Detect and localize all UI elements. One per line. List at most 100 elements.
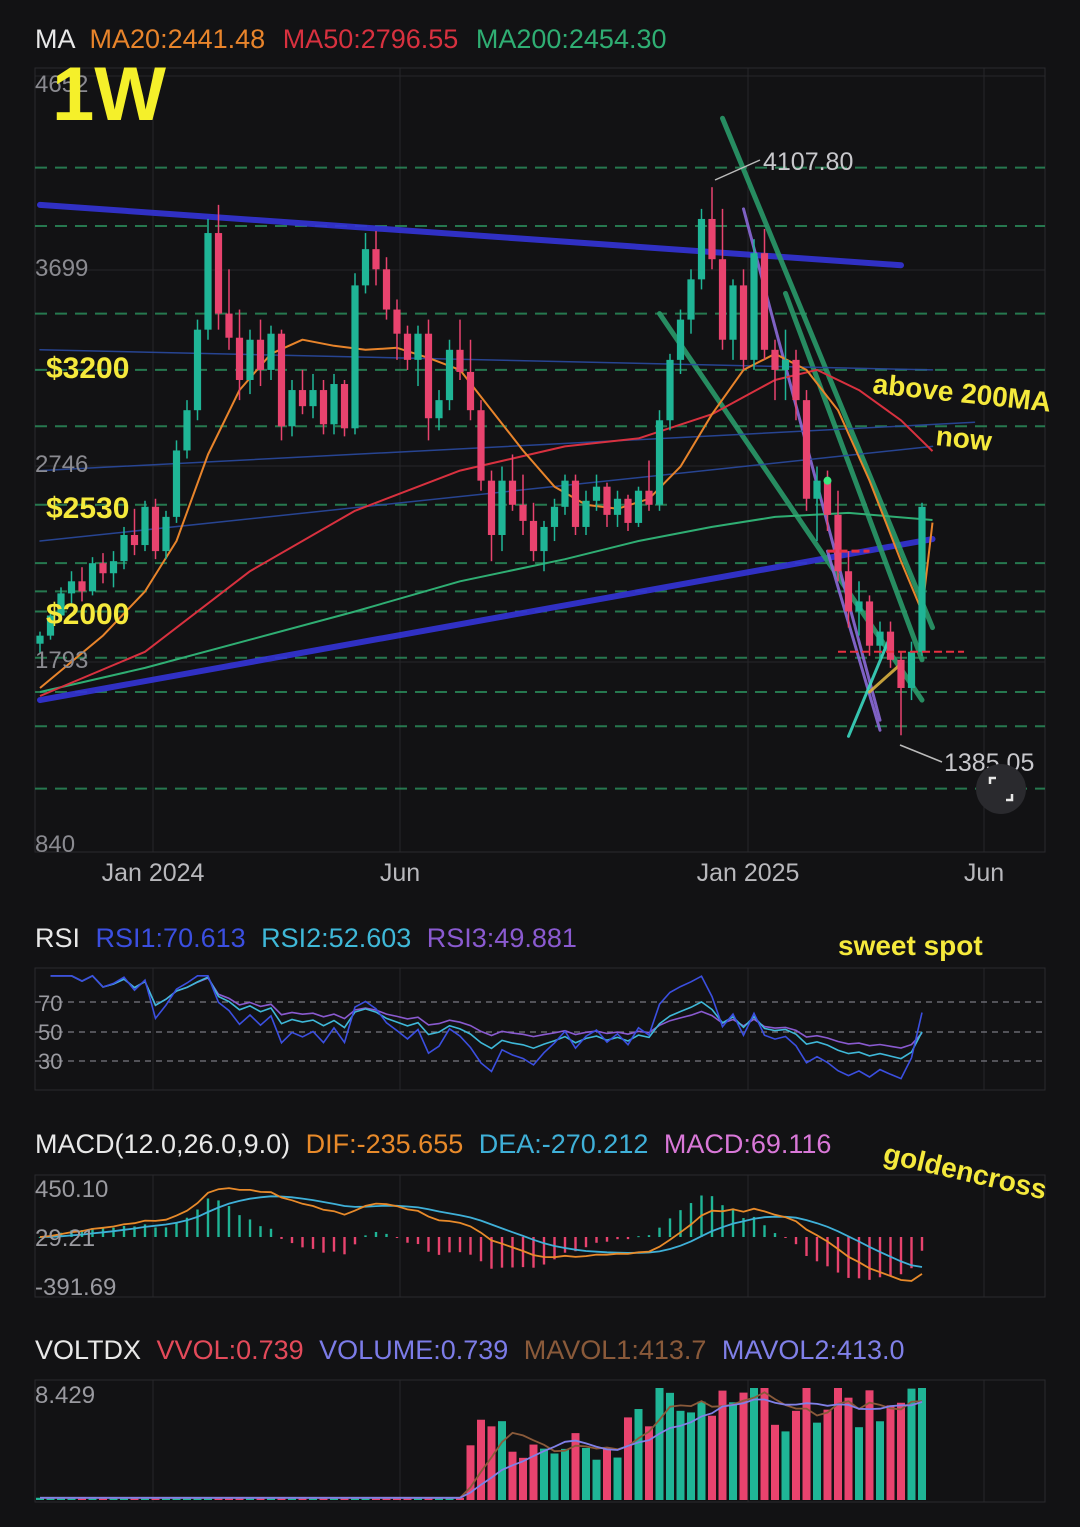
macd-bar	[794, 1237, 798, 1245]
macd-bar	[668, 1218, 672, 1237]
trendline-trend	[720, 115, 935, 631]
volume-bar	[99, 1497, 107, 1500]
macd-tick-label: 29.21	[35, 1225, 95, 1252]
macd-bar	[448, 1237, 451, 1253]
candle-body	[46, 615, 55, 636]
macd-bar	[532, 1237, 535, 1268]
macd-bar	[343, 1237, 346, 1255]
ma200-line	[39, 511, 933, 693]
candle-body	[802, 400, 811, 499]
volume-bar	[865, 1390, 874, 1500]
candle-body	[120, 534, 128, 562]
volume-bar	[46, 1497, 55, 1500]
rsi1-value: RSI1:70.613	[96, 923, 246, 953]
macd-bar	[164, 1227, 168, 1237]
volume-bar	[309, 1497, 317, 1500]
dea-value: DEA:-270.212	[479, 1129, 649, 1159]
dif-value: DIF:-235.655	[306, 1129, 464, 1159]
volume-bar	[57, 1497, 65, 1500]
volume-bar	[508, 1451, 517, 1500]
candle-body	[498, 480, 506, 535]
candle-body	[886, 631, 895, 660]
candle-body	[414, 333, 422, 360]
y-tick-label: 1793	[35, 647, 88, 674]
volume-bar	[498, 1421, 506, 1500]
candle-body	[288, 390, 296, 427]
candle-body	[57, 593, 65, 616]
candle-body	[151, 506, 160, 552]
macd-bar	[217, 1200, 220, 1237]
volume-bar	[382, 1497, 391, 1500]
candle-body	[172, 450, 181, 517]
volume-bar	[645, 1426, 653, 1500]
macd-bar	[290, 1237, 294, 1244]
macd-bar	[332, 1237, 336, 1252]
volume-bar	[445, 1497, 454, 1500]
volume-bar	[655, 1388, 664, 1500]
volume-bar	[697, 1401, 706, 1500]
macd-bar	[826, 1237, 829, 1267]
macd-bar	[395, 1237, 399, 1238]
high-label-leader	[714, 159, 761, 181]
main-level-lines	[35, 166, 1045, 790]
candle-body	[141, 506, 149, 546]
candle-body	[193, 329, 202, 411]
macd-bar	[574, 1237, 577, 1252]
macd-bar	[70, 1230, 73, 1237]
macd-bar	[353, 1237, 357, 1245]
macd-bar	[658, 1227, 661, 1237]
volume-bar	[918, 1388, 926, 1500]
candle-body	[603, 486, 611, 515]
volume-bar	[235, 1497, 244, 1500]
macd-bar	[38, 1237, 42, 1238]
candle-body	[844, 571, 853, 612]
macd-bar	[122, 1225, 126, 1237]
macd-bar	[175, 1222, 178, 1237]
volume-grid	[34, 1379, 1046, 1503]
volume-bar	[162, 1497, 170, 1500]
candle-body	[235, 337, 244, 380]
moving-average-lines	[39, 338, 934, 697]
volume-bar	[277, 1497, 286, 1500]
volume-bar	[403, 1497, 412, 1500]
rsi-level-label: 30	[38, 1049, 62, 1074]
volume-bar	[351, 1497, 359, 1500]
ma50-value: MA50:2796.55	[283, 24, 459, 54]
ma50-line	[39, 368, 934, 697]
volume-bar	[204, 1497, 212, 1500]
volume-bars	[36, 1388, 926, 1500]
macd-bar	[385, 1233, 388, 1237]
macd-bar	[133, 1226, 136, 1237]
annotation-now: now	[934, 420, 993, 457]
trendline-channel	[37, 536, 936, 704]
macd-bar	[626, 1237, 630, 1240]
macd-bar	[763, 1225, 766, 1237]
rsi-level-label: 50	[38, 1020, 62, 1045]
volume-bar	[288, 1497, 296, 1500]
macd-bar	[80, 1230, 84, 1237]
volume-bar	[624, 1417, 632, 1500]
mavol2-value: MAVOL2:413.0	[722, 1335, 905, 1365]
fullscreen-button[interactable]	[976, 764, 1026, 814]
timeframe-label: 1W	[52, 52, 166, 137]
volume-bar	[424, 1497, 433, 1500]
candle-body	[204, 233, 212, 330]
volume-bar	[876, 1421, 884, 1500]
macd-bar	[605, 1237, 609, 1242]
candle-body	[519, 504, 527, 521]
vvol-value: VVOL:0.739	[157, 1335, 304, 1365]
candle-body	[823, 480, 832, 515]
candle-body	[876, 631, 884, 646]
volume-bar	[361, 1497, 370, 1500]
volume-bar	[666, 1392, 674, 1500]
volume-bar	[172, 1497, 181, 1500]
macd-bar	[773, 1233, 777, 1237]
macd-bar	[742, 1218, 745, 1237]
y-tick-label: 840	[35, 831, 75, 858]
candle-body	[792, 359, 800, 401]
main-title: MA	[35, 24, 75, 54]
volume-bar	[708, 1415, 716, 1500]
volume-value: VOLUME:0.739	[319, 1335, 508, 1365]
volume-bar	[466, 1445, 475, 1500]
volume-bar	[718, 1390, 727, 1500]
